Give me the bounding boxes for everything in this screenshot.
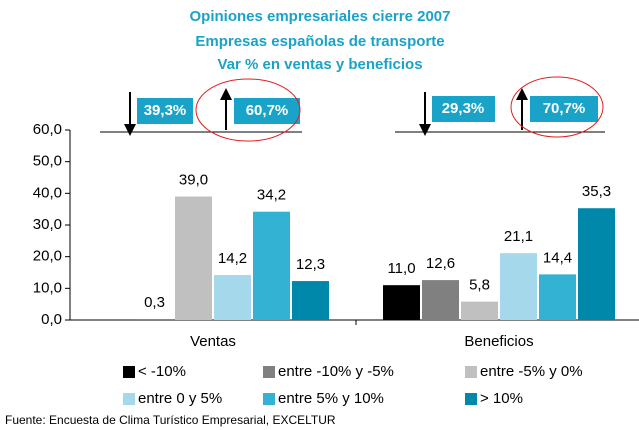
- source: Fuente: Encuesta de Clima Turístico Empr…: [5, 413, 336, 427]
- bar: [136, 319, 173, 320]
- highlight: [195, 78, 301, 142]
- data-label: 34,2: [257, 187, 286, 204]
- bar: [253, 211, 290, 320]
- legend-swatch: [263, 393, 275, 405]
- bar: [383, 285, 420, 320]
- ann-text: 29,3%: [442, 100, 485, 117]
- legend-label: entre -10% y -5%: [278, 363, 394, 380]
- bar: [292, 281, 329, 320]
- legend-label: entre 0 y 5%: [138, 390, 222, 407]
- bar: [461, 301, 498, 320]
- y-tick-label: 0,0: [41, 311, 62, 328]
- bar: [578, 208, 615, 320]
- bar: [422, 280, 459, 320]
- arrow-head: [220, 88, 232, 100]
- legend-label: entre -5% y 0%: [480, 363, 583, 380]
- data-label: 12,3: [296, 256, 325, 273]
- legend-label: > 10%: [480, 390, 523, 407]
- y-tick-label: 60,0: [33, 121, 62, 138]
- y-tick-label: 30,0: [33, 216, 62, 233]
- legend-label: < -10%: [138, 363, 186, 380]
- bar: [539, 274, 576, 320]
- chart-title: Opiniones empresariales cierre 2007: [190, 8, 451, 25]
- data-label: 35,3: [582, 183, 611, 200]
- y-tick-label: 20,0: [33, 248, 62, 265]
- legend-swatch: [465, 393, 477, 405]
- y-tick-label: 40,0: [33, 184, 62, 201]
- x-tick-label: Ventas: [190, 333, 236, 350]
- bar: [175, 196, 212, 320]
- x-tick-label: Beneficios: [464, 333, 533, 350]
- ann-text: 70,7%: [543, 100, 586, 117]
- bar: [214, 275, 251, 320]
- ann-text: 60,7%: [246, 102, 289, 119]
- highlight: [510, 76, 604, 138]
- y-tick-label: 10,0: [33, 279, 62, 296]
- annotations: 39,3% 60,7% 29,3% 70,7%: [100, 76, 605, 142]
- legend-swatch: [123, 393, 135, 405]
- ann-box: [530, 96, 598, 122]
- chart-subtitle: Empresas españolas de transporte: [195, 33, 444, 50]
- y-tick-label: 50,0: [33, 153, 62, 170]
- ann-text: 39,3%: [144, 102, 187, 119]
- ann-box: [137, 98, 193, 124]
- legend-swatch: [123, 366, 135, 378]
- data-label: 0,3: [144, 294, 165, 311]
- arrow-head: [124, 124, 136, 136]
- arrow-head: [516, 88, 528, 100]
- data-label: 5,8: [469, 277, 490, 294]
- data-label: 12,6: [426, 255, 455, 272]
- legend-label: entre 5% y 10%: [278, 390, 384, 407]
- data-label: 14,2: [218, 250, 247, 267]
- data-label: 39,0: [179, 171, 208, 188]
- bar: [500, 253, 537, 320]
- legend-swatch: [465, 366, 477, 378]
- arrow-head: [419, 124, 431, 136]
- data-label: 21,1: [504, 228, 533, 245]
- data-label: 14,4: [543, 249, 572, 266]
- ann-box: [432, 96, 495, 122]
- legend-swatch: [263, 366, 275, 378]
- ann-box: [234, 98, 300, 124]
- chart-subtitle: Var % en ventas y beneficios: [217, 56, 422, 73]
- data-label: 11,0: [387, 260, 415, 277]
